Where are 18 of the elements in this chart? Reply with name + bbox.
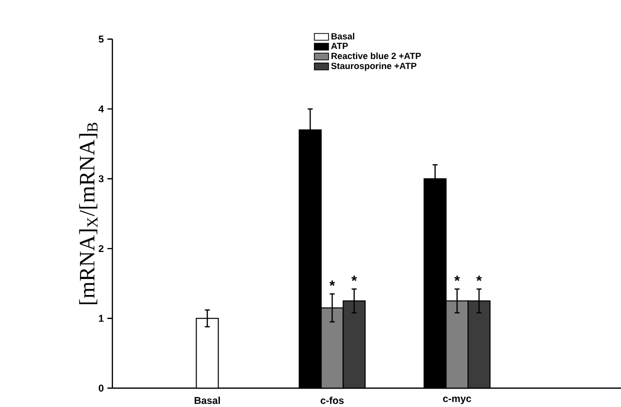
y-tick-label: 2: [98, 245, 104, 252]
y-axis-title: [mRNA]$_{X}$/[mRNA]$_{B}$: [79, 122, 98, 304]
legend-label: Basal: [332, 32, 354, 40]
x-tick-label: Basal: [194, 396, 220, 404]
annotation: *: [329, 280, 335, 286]
y-tick-label: 3: [98, 175, 104, 182]
annotation: *: [351, 276, 357, 281]
annotation: *: [454, 276, 460, 281]
x-tick-label: c-fos: [320, 396, 344, 404]
x-tick-label: c-myc: [443, 396, 472, 404]
y-tick-label: 5: [98, 36, 104, 43]
legend-label: Staurosporine +ATP: [331, 62, 416, 71]
y-tick-label: 4: [98, 106, 104, 112]
y-tick-label: 1: [98, 314, 104, 322]
y-tick-label: 0: [98, 384, 104, 392]
legend-label: ATP: [331, 42, 348, 50]
legend-label: Reactive blue 2 +ATP: [332, 52, 421, 60]
annotation: *: [476, 276, 482, 281]
